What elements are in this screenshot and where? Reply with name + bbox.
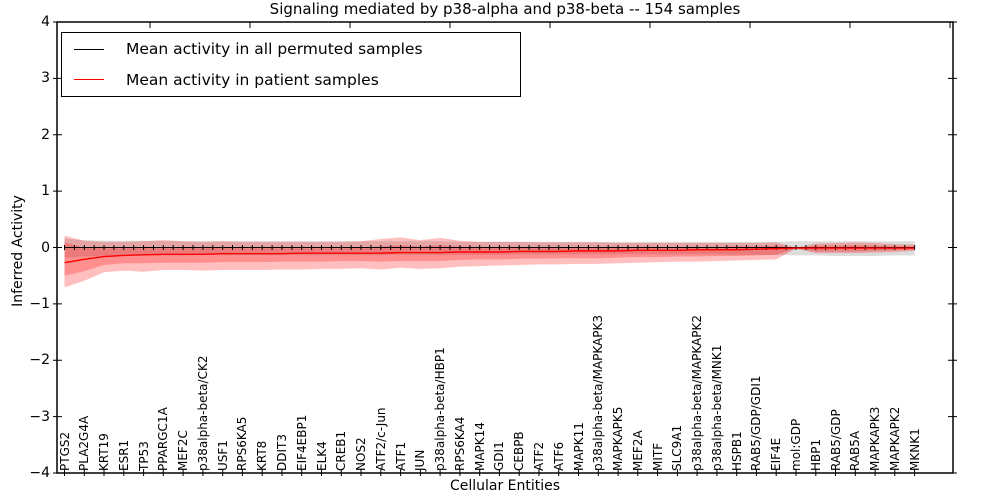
x-tick-label: EIF4EBP1 — [294, 414, 309, 471]
y-tick-label: 4 — [41, 14, 50, 30]
x-tick-label: MEF2C — [176, 430, 191, 471]
permuted-line-swatch-icon — [74, 48, 104, 50]
x-tick-label: p38alpha-beta/HBP1 — [433, 347, 448, 471]
x-tick-label: RAB5A — [848, 430, 863, 471]
x-tick-label: ESR1 — [116, 439, 131, 471]
x-tick-label: RPS6KA4 — [452, 416, 467, 471]
patient-line-swatch-icon — [74, 79, 104, 81]
y-tick-label: 0 — [41, 239, 50, 256]
x-tick-label: ATF1 — [393, 441, 408, 471]
x-tick-label: MKNK1 — [907, 428, 922, 471]
x-tick-label: KRT8 — [255, 440, 270, 471]
x-tick-label: p38alpha-beta/CK2 — [195, 355, 210, 471]
x-tick-label: MAPKAPK2 — [887, 406, 902, 471]
x-tick-label: MAPK11 — [571, 422, 586, 471]
x-tick-label: KRT19 — [97, 433, 112, 471]
legend: Mean activity in all permuted samples Me… — [61, 32, 521, 97]
y-tick-label: 2 — [41, 126, 50, 143]
x-tick-label: MITF — [650, 442, 665, 471]
x-tick-label: PLA2G4A — [77, 415, 92, 471]
x-tick-label: SLC9A1 — [670, 424, 685, 471]
x-tick-label: NOS2 — [354, 437, 369, 471]
x-tick-label: ATF2 — [531, 441, 546, 471]
x-tick-label: TP53 — [136, 441, 151, 471]
x-tick-label: p38alpha-beta/MAPKAPK3 — [591, 315, 606, 471]
legend-label-patient: Mean activity in patient samples — [126, 70, 379, 89]
y-tick-label: −3 — [29, 408, 50, 425]
legend-entry-patient: Mean activity in patient samples — [62, 66, 520, 94]
y-tick-label: −4 — [29, 465, 50, 481]
x-tick-label: MEF2A — [630, 430, 645, 471]
patient-mean-line — [64, 247, 915, 264]
x-tick-label: RPS6KA5 — [235, 416, 250, 471]
x-tick-label: RAB5/GDP — [828, 409, 843, 471]
x-axis-label: Cellular Entities — [449, 478, 561, 494]
patient-samples-range-inner-band — [64, 242, 915, 276]
x-tick-label: HBP1 — [808, 438, 823, 471]
axis-ticks — [53, 21, 957, 476]
patient-samples-range-outer-band — [64, 235, 915, 288]
legend-entry-permuted: Mean activity in all permuted samples — [62, 35, 520, 63]
y-tick-label: 1 — [41, 183, 50, 200]
x-tick-label: p38alpha-beta/MNK1 — [709, 344, 724, 471]
x-tick-label: EIF4E — [769, 437, 784, 471]
x-tick-label: USF1 — [215, 440, 230, 471]
x-tick-label: CEBPB — [512, 431, 527, 471]
x-tick-label: GDI1 — [492, 441, 507, 471]
chart-title: Signaling mediated by p38-alpha and p38-… — [269, 0, 741, 18]
y-tick-label: 3 — [41, 70, 50, 87]
x-tick-label: RAB5/GDP/GDI1 — [749, 375, 764, 471]
y-tick-label: −2 — [29, 352, 50, 369]
x-tick-label: ATF2/c-Jun — [373, 407, 388, 471]
x-tick-label: CREB1 — [334, 430, 349, 471]
x-tick-label: mol:GDP — [788, 418, 803, 471]
x-tick-label: MAPKAPK5 — [611, 406, 626, 471]
x-tick-label: JUN — [413, 449, 428, 471]
legend-label-permuted: Mean activity in all permuted samples — [126, 40, 423, 59]
y-tick-label: −1 — [29, 295, 50, 312]
x-tick-label: DDIT3 — [274, 434, 289, 471]
x-tick-label: PPARGC1A — [156, 407, 171, 471]
x-tick-label: ELK4 — [314, 441, 329, 471]
x-tick-label: HSPB1 — [729, 431, 744, 471]
x-tick-label: p38alpha-beta/MAPKAPK2 — [690, 315, 705, 471]
x-tick-label: ATF6 — [551, 441, 566, 471]
x-tick-label: MAPK14 — [472, 422, 487, 471]
x-tick-label: PTGS2 — [57, 431, 72, 471]
x-tick-label: MAPKAPK3 — [868, 406, 883, 471]
